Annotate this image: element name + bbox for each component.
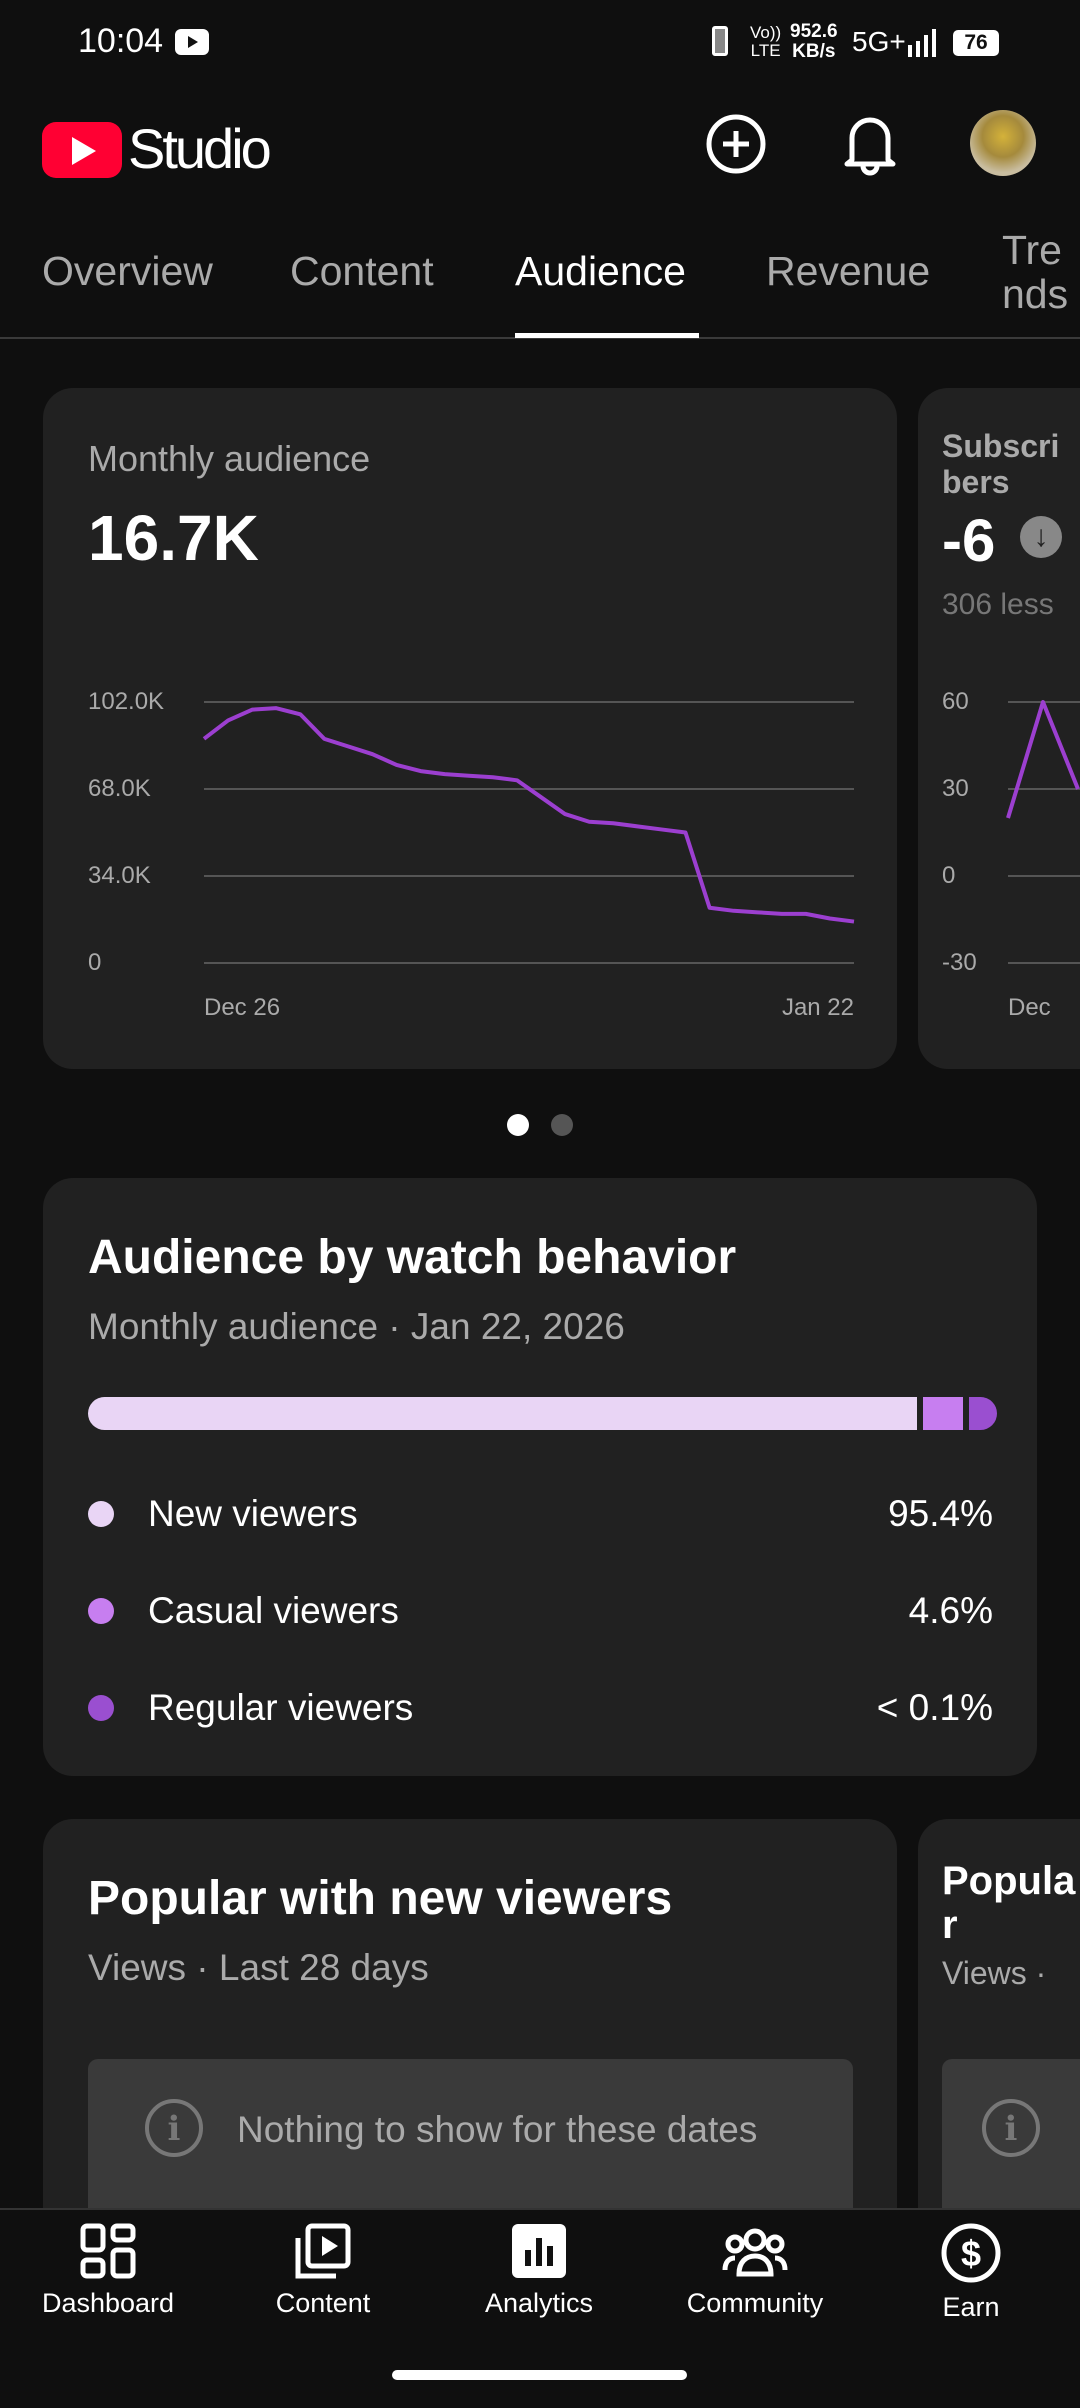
nav-community[interactable]: Community <box>655 2222 855 2319</box>
y-tick: 68.0K <box>88 775 151 802</box>
monthly-audience-card[interactable]: Monthly audience 16.7K 102.0K 68.0K 34.0… <box>43 388 897 1069</box>
signal-icon <box>906 28 936 57</box>
info-icon: i <box>982 2099 1040 2157</box>
nav-label: Analytics <box>484 2288 594 2318</box>
status-bar: 10:04 Vo)) LTE 952.6 KB/s 5G+ 76 <box>0 22 1080 64</box>
nav-label: Community <box>686 2288 824 2318</box>
bar-segment <box>88 1397 917 1430</box>
legend-dot <box>88 1598 114 1624</box>
status-time: 10:04 <box>78 22 164 60</box>
battery-level: 76 <box>964 31 988 54</box>
x-tick: Dec <box>1008 994 1051 1021</box>
y-tick: -30 <box>942 949 977 976</box>
pager-dot-active[interactable] <box>507 1114 529 1136</box>
nav-earn[interactable]: $ Earn <box>871 2222 1071 2323</box>
tab-audience[interactable]: Audience <box>515 248 686 294</box>
x-tick: Jan 22 <box>781 994 854 1021</box>
legend-row-new: New viewers 95.4% <box>88 1489 993 1539</box>
bar-segment <box>923 1397 963 1430</box>
dollar-icon: $ <box>941 2223 1001 2283</box>
analytics-icon <box>512 2224 566 2278</box>
youtube-notification-icon <box>175 29 209 55</box>
legend-value: 95.4% <box>888 1493 993 1534</box>
avatar[interactable] <box>970 110 1036 176</box>
community-icon <box>722 2228 788 2277</box>
subscribers-chart <box>1006 700 1080 964</box>
youtube-logo-icon <box>42 122 122 178</box>
popular-card-2[interactable]: Popular Views · i <box>918 1819 1080 2208</box>
y-tick: 30 <box>942 775 969 802</box>
empty-state: i Nothing to show for these dates <box>88 2059 853 2208</box>
legend-label: Casual viewers <box>148 1590 399 1631</box>
tab-revenue[interactable]: Revenue <box>766 248 931 294</box>
nav-label: Dashboard <box>41 2288 175 2318</box>
nav-content[interactable]: Content <box>223 2222 423 2319</box>
plus-circle-icon <box>706 114 766 174</box>
nav-label: Earn <box>942 2292 1000 2322</box>
card-title: Audience by watch behavior <box>88 1231 737 1284</box>
bell-icon <box>844 117 896 176</box>
home-indicator[interactable] <box>392 2370 687 2380</box>
studio-logo[interactable]: Studio <box>42 117 342 180</box>
empty-text: Nothing to show for these dates <box>237 2109 758 2150</box>
legend-dot <box>88 1501 114 1527</box>
nav-label: Content <box>275 2288 371 2318</box>
network-type: 5G+ <box>852 26 906 57</box>
card-title: Monthly audience <box>88 438 371 479</box>
x-tick: Dec 26 <box>204 994 281 1021</box>
battery-icon: 76 <box>953 30 999 56</box>
empty-state: i <box>942 2059 1080 2208</box>
content-icon <box>295 2223 351 2279</box>
y-tick: 102.0K <box>88 688 165 715</box>
speed-unit: KB/s <box>792 41 836 62</box>
legend-value: < 0.1% <box>876 1687 993 1728</box>
create-button[interactable] <box>705 113 767 175</box>
logo-text: Studio <box>128 117 272 180</box>
y-tick: 0 <box>942 862 956 889</box>
y-tick: 0 <box>88 949 102 976</box>
watch-behavior-card: Audience by watch behavior Monthly audie… <box>43 1178 1037 1776</box>
card-subtitle: 306 less <box>942 588 1054 621</box>
tab-overview[interactable]: Overview <box>42 248 213 294</box>
popular-new-viewers-card[interactable]: Popular with new viewers Views · Last 28… <box>43 1819 897 2208</box>
volte-label: Vo)) <box>750 23 782 42</box>
info-icon: i <box>145 2099 203 2157</box>
card-value: 16.7K <box>88 502 259 574</box>
legend-label: Regular viewers <box>148 1687 414 1728</box>
subscribers-card[interactable]: Subscribers -6 ↓ 306 less 60 30 0 -30 De… <box>918 388 1080 1069</box>
tab-trends[interactable]: Trends <box>1002 227 1069 317</box>
series-line <box>202 706 855 924</box>
card-title: Subscribers <box>942 428 1060 500</box>
speed-value: 952.6 <box>790 21 838 42</box>
dashboard-icon <box>80 2223 136 2279</box>
card-subtitle: Views · <box>942 1955 1047 1991</box>
tab-divider <box>0 337 1080 339</box>
card-subtitle: Views · Last 28 days <box>88 1947 429 1988</box>
active-tab-indicator <box>515 333 699 338</box>
card-value: -6 <box>942 507 996 574</box>
monthly-audience-chart <box>202 701 855 964</box>
nav-analytics[interactable]: Analytics <box>439 2222 639 2319</box>
tab-content[interactable]: Content <box>290 248 434 294</box>
series-line <box>1006 700 1080 819</box>
watch-behavior-bar <box>88 1397 997 1430</box>
card-subtitle: Monthly audience · Jan 22, 2026 <box>88 1306 625 1347</box>
legend-value: 4.6% <box>908 1590 993 1631</box>
notifications-button[interactable] <box>842 110 898 176</box>
pager-dot[interactable] <box>551 1114 573 1136</box>
card-title: Popular <box>942 1859 1076 1947</box>
legend-row-casual: Casual viewers 4.6% <box>88 1586 993 1636</box>
nav-dashboard[interactable]: Dashboard <box>8 2222 208 2319</box>
card-title: Popular with new viewers <box>88 1872 673 1925</box>
svg-text:$: $ <box>961 2233 981 2274</box>
legend-dot <box>88 1695 114 1721</box>
y-tick: 34.0K <box>88 862 151 889</box>
bar-segment <box>969 1397 997 1430</box>
arrow-down-circle-icon: ↓ <box>1020 516 1062 558</box>
lte-label: LTE <box>750 41 781 60</box>
vibrate-icon <box>712 26 728 56</box>
legend-row-regular: Regular viewers < 0.1% <box>88 1683 993 1733</box>
legend-label: New viewers <box>148 1493 358 1534</box>
y-tick: 60 <box>942 688 969 715</box>
